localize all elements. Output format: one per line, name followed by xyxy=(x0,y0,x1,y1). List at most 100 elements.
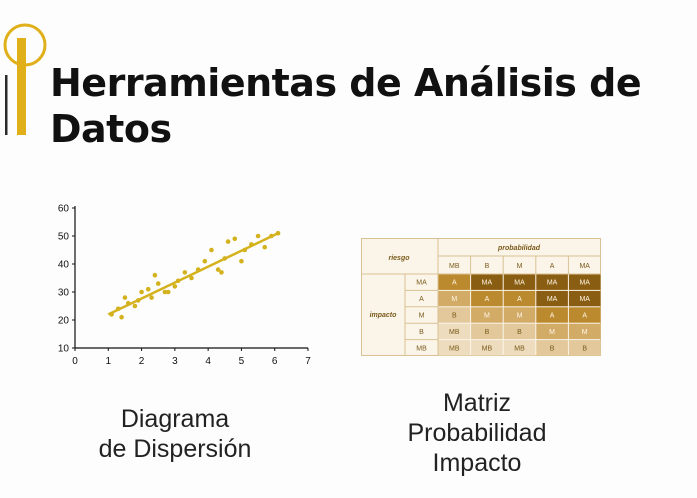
x-tick-label: 6 xyxy=(272,356,278,367)
matrix-cell-label: M xyxy=(582,329,588,336)
probability-column-label: MB xyxy=(449,263,460,270)
scatter-point xyxy=(232,236,238,242)
scatter-point xyxy=(239,258,244,264)
probability-column-label: MA xyxy=(579,263,590,270)
matrix-cell xyxy=(568,274,601,290)
matrix-cell-label: MA xyxy=(579,280,590,287)
matrix-cell xyxy=(503,323,536,340)
probability-column-label: B xyxy=(485,263,490,270)
scatter-point xyxy=(115,306,121,312)
matrix-cell xyxy=(471,340,503,356)
matrix-cell-label: MA xyxy=(547,280,558,287)
scatter-point xyxy=(215,267,221,272)
matrix-cell-label: B xyxy=(550,345,555,352)
y-tick-label: 20 xyxy=(58,316,70,327)
probability-header: probabilidad xyxy=(497,245,541,252)
scatter-point xyxy=(152,272,158,278)
matrix-cell-label: A xyxy=(517,296,522,303)
matrix-cell xyxy=(471,307,503,323)
y-tick-label: 10 xyxy=(58,344,70,355)
matrix-caption-line-3: Impacto xyxy=(432,449,522,477)
scatter-point xyxy=(175,278,181,284)
matrix-cell-label: MA xyxy=(579,296,590,303)
x-tick-label: 1 xyxy=(106,356,112,367)
matrix-cell-label: A xyxy=(452,280,457,287)
scatter-point xyxy=(255,233,261,239)
matrix-cell xyxy=(503,274,536,290)
scatter-point xyxy=(209,247,214,253)
matrix-cell-label: B xyxy=(517,329,522,336)
scatter-point xyxy=(219,270,224,275)
matrix-cell xyxy=(438,274,471,290)
scatter-point xyxy=(109,312,114,317)
deco-line xyxy=(5,75,8,135)
matrix-cell-label: B xyxy=(452,313,457,320)
scatter-point xyxy=(149,295,154,300)
matrix-cell xyxy=(536,290,568,307)
scatter-point xyxy=(195,267,201,272)
matrix-cell-label: MA xyxy=(514,280,525,287)
matrix-cell-label: MA xyxy=(547,296,558,303)
matrix-cell xyxy=(536,323,568,340)
matrix-cell xyxy=(536,340,568,356)
deco-bar xyxy=(17,38,26,135)
scatter-point xyxy=(249,242,254,247)
matrix-cell xyxy=(503,340,536,356)
y-tick-label: 30 xyxy=(58,288,70,299)
matrix-cell xyxy=(536,307,568,323)
scatter-point xyxy=(145,286,151,292)
decorative-circle-icon xyxy=(3,23,47,135)
matrix-cell xyxy=(536,274,568,290)
matrix-cell-label: A xyxy=(485,296,490,303)
impact-row-label: MB xyxy=(416,345,427,352)
x-tick-label: 0 xyxy=(72,356,78,367)
y-tick-label: 50 xyxy=(58,232,70,243)
matrix-cell-label: M xyxy=(549,329,555,336)
matrix-cell xyxy=(471,323,503,340)
x-tick-label: 3 xyxy=(172,356,178,367)
matrix-caption-line-2: Probabilidad xyxy=(407,419,547,447)
x-tick-label: 4 xyxy=(205,356,211,367)
x-tick-label: 7 xyxy=(305,356,311,367)
scatter-point xyxy=(189,275,194,281)
scatter-caption-line-1: Diagrama xyxy=(120,405,230,433)
matrix-cell-label: MA xyxy=(482,280,493,287)
scatter-chart: 0 1 2 3 4 5 6 7 10 20 30 40 50 60 xyxy=(58,204,311,368)
matrix-cell xyxy=(438,340,471,356)
scatter-caption: Diagrama de Dispersión xyxy=(75,404,275,464)
matrix-cell xyxy=(568,290,601,307)
x-tick-label: 2 xyxy=(139,356,145,367)
scatter-point xyxy=(225,239,231,244)
matrix-cell xyxy=(471,274,503,290)
matrix-cell xyxy=(503,290,536,307)
matrix-cell-label: MB xyxy=(449,329,460,336)
scatter-point xyxy=(242,247,248,253)
matrix-cell-label: B xyxy=(582,345,587,352)
scatter-point xyxy=(222,256,228,261)
matrix-cell-label: B xyxy=(485,329,490,336)
impact-row-label: M xyxy=(419,313,425,320)
impact-row-label: MA xyxy=(416,280,427,287)
scatter-point xyxy=(122,295,128,300)
scatter-point xyxy=(165,289,171,295)
scatter-point xyxy=(135,298,141,303)
impact-row-label: B xyxy=(419,329,424,336)
matrix-cell-label: M xyxy=(451,296,457,303)
matrix-cell-label: MB xyxy=(482,345,493,352)
matrix-cell xyxy=(568,323,601,340)
impact-row-label: A xyxy=(419,296,424,303)
matrix-cell-label: A xyxy=(550,313,555,320)
scatter-point xyxy=(162,289,168,295)
matrix-cell xyxy=(568,340,601,356)
scatter-point xyxy=(125,300,131,306)
x-tick-label: 5 xyxy=(239,356,245,367)
scatter-point xyxy=(262,244,268,250)
probability-column-label: A xyxy=(550,263,555,270)
matrix-cell-label: MB xyxy=(514,345,525,352)
scatter-point xyxy=(275,230,281,236)
scatter-point xyxy=(155,281,161,286)
y-tick-label: 60 xyxy=(58,204,70,215)
matrix-cell xyxy=(503,307,536,323)
scatter-point xyxy=(202,258,208,264)
